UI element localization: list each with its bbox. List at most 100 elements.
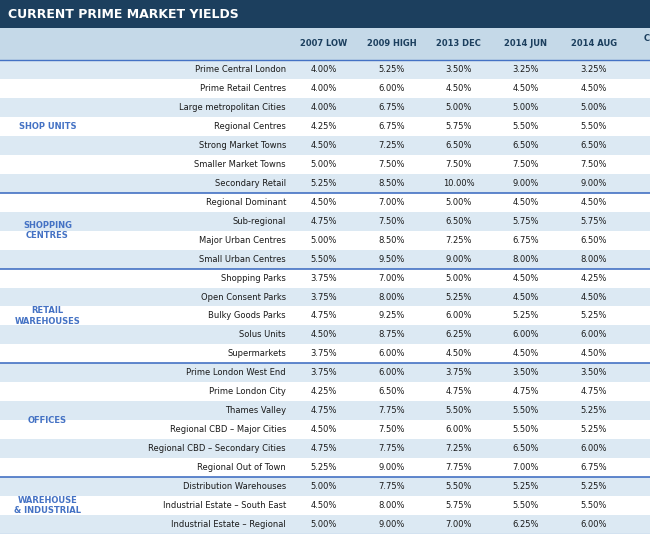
Text: Solus Units: Solus Units [239, 331, 286, 340]
Text: Prime London City: Prime London City [209, 387, 286, 396]
Text: 2014 AUG: 2014 AUG [571, 40, 617, 49]
Text: 10.00%: 10.00% [443, 179, 474, 188]
Text: 4.75%: 4.75% [580, 387, 607, 396]
Text: 3.25%: 3.25% [580, 65, 607, 74]
Text: 5.00%: 5.00% [513, 103, 540, 112]
Text: 2009 HIGH: 2009 HIGH [367, 40, 416, 49]
Text: 6.00%: 6.00% [378, 84, 405, 93]
Text: 6.00%: 6.00% [580, 520, 607, 529]
Text: 5.75%: 5.75% [513, 217, 540, 226]
Text: OFFICES: OFFICES [28, 416, 67, 425]
Bar [0, 307, 650, 325]
Text: 4.00%: 4.00% [311, 103, 337, 112]
Bar [0, 98, 650, 117]
Text: 6.75%: 6.75% [378, 122, 405, 131]
Text: CURRENT PRIME MARKET YIELDS: CURRENT PRIME MARKET YIELDS [8, 7, 239, 20]
Text: Shopping Parks: Shopping Parks [221, 273, 286, 282]
Bar [0, 269, 650, 287]
Text: Major Urban Centres: Major Urban Centres [199, 235, 286, 245]
Text: 5.25%: 5.25% [513, 482, 540, 491]
Text: 6.50%: 6.50% [513, 444, 540, 453]
Text: 5.50%: 5.50% [311, 255, 337, 264]
Text: 5.75%: 5.75% [580, 217, 607, 226]
Text: Regional Dominant: Regional Dominant [205, 198, 286, 207]
Text: 7.25%: 7.25% [445, 444, 472, 453]
Bar [0, 363, 650, 382]
Text: 7.50%: 7.50% [513, 160, 540, 169]
Text: 5.00%: 5.00% [581, 103, 607, 112]
Text: 5.00%: 5.00% [445, 198, 472, 207]
Text: Regional CBD – Secondary Cities: Regional CBD – Secondary Cities [148, 444, 286, 453]
Text: 6.75%: 6.75% [580, 463, 607, 472]
Text: Secondary Retail: Secondary Retail [215, 179, 286, 188]
Text: 5.50%: 5.50% [513, 501, 540, 510]
Bar [0, 458, 650, 477]
Text: 5.00%: 5.00% [311, 160, 337, 169]
Text: 9.00%: 9.00% [513, 179, 540, 188]
Bar [0, 211, 650, 231]
Text: RETAIL
WAREHOUSES: RETAIL WAREHOUSES [14, 307, 81, 326]
Text: 5.25%: 5.25% [581, 482, 607, 491]
Text: 6.00%: 6.00% [580, 444, 607, 453]
Text: 7.75%: 7.75% [378, 406, 405, 415]
Text: 9.00%: 9.00% [378, 520, 405, 529]
Text: 6.00%: 6.00% [580, 331, 607, 340]
Bar [0, 155, 650, 174]
Text: 3.50%: 3.50% [580, 368, 607, 378]
Bar [0, 136, 650, 155]
Text: 5.25%: 5.25% [378, 65, 405, 74]
Text: 5.50%: 5.50% [513, 406, 540, 415]
Text: 5.50%: 5.50% [445, 482, 472, 491]
Bar [0, 174, 650, 193]
Bar [0, 477, 650, 496]
Text: 8.00%: 8.00% [378, 293, 405, 302]
Text: 6.00%: 6.00% [378, 368, 405, 378]
Text: 4.75%: 4.75% [311, 217, 337, 226]
Text: 5.50%: 5.50% [581, 501, 607, 510]
Text: Smaller Market Towns: Smaller Market Towns [194, 160, 286, 169]
Text: Prime London West End: Prime London West End [187, 368, 286, 378]
Text: 5.50%: 5.50% [513, 425, 540, 434]
Text: Regional CBD – Major Cities: Regional CBD – Major Cities [170, 425, 286, 434]
Text: 2013 DEC: 2013 DEC [436, 40, 481, 49]
Text: 7.25%: 7.25% [378, 141, 405, 150]
Text: Thames Valley: Thames Valley [225, 406, 286, 415]
Bar [0, 287, 650, 307]
Text: 5.25%: 5.25% [311, 179, 337, 188]
Text: 4.25%: 4.25% [581, 273, 607, 282]
Text: 4.50%: 4.50% [311, 198, 337, 207]
Text: 5.00%: 5.00% [311, 520, 337, 529]
Text: 6.00%: 6.00% [513, 331, 540, 340]
Text: 7.25%: 7.25% [445, 235, 472, 245]
Text: 7.50%: 7.50% [445, 160, 472, 169]
Text: Large metropolitan Cities: Large metropolitan Cities [179, 103, 286, 112]
Text: 3.50%: 3.50% [513, 368, 540, 378]
Text: 4.75%: 4.75% [311, 444, 337, 453]
Text: 5.25%: 5.25% [445, 293, 472, 302]
Text: 6.50%: 6.50% [580, 235, 607, 245]
Text: 7.75%: 7.75% [445, 463, 472, 472]
Bar [0, 439, 650, 458]
Text: 4.50%: 4.50% [581, 198, 607, 207]
Bar [0, 401, 650, 420]
Text: 5.25%: 5.25% [513, 311, 540, 320]
Text: 8.00%: 8.00% [378, 501, 405, 510]
Text: 4.50%: 4.50% [311, 425, 337, 434]
Text: 4.75%: 4.75% [445, 387, 472, 396]
Text: 4.50%: 4.50% [311, 501, 337, 510]
Text: 9.00%: 9.00% [581, 179, 607, 188]
Text: 4.50%: 4.50% [513, 293, 540, 302]
Bar [0, 231, 650, 249]
Text: 5.75%: 5.75% [445, 501, 472, 510]
Text: Regional Centres: Regional Centres [214, 122, 286, 131]
Text: 4.50%: 4.50% [445, 349, 472, 358]
Bar [0, 117, 650, 136]
Text: 4.25%: 4.25% [311, 387, 337, 396]
Text: 5.25%: 5.25% [581, 406, 607, 415]
Text: 8.50%: 8.50% [378, 235, 405, 245]
Text: 6.25%: 6.25% [513, 520, 540, 529]
Text: 5.25%: 5.25% [581, 425, 607, 434]
Text: 6.00%: 6.00% [445, 311, 472, 320]
Text: 8.00%: 8.00% [513, 255, 540, 264]
Text: Industrial Estate – Regional: Industrial Estate – Regional [171, 520, 286, 529]
